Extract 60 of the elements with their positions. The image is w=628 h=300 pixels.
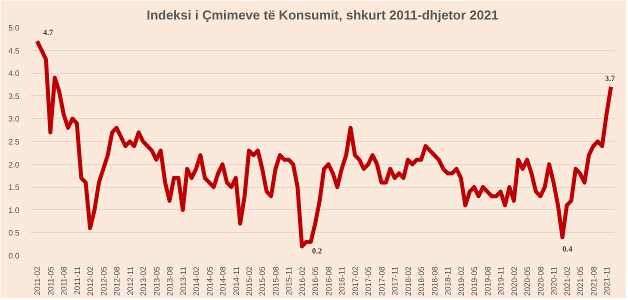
y-tick-label: 1.0 (8, 206, 20, 215)
x-tick-label: 2011-02 (33, 266, 42, 296)
y-tick-label: 0.5 (8, 228, 20, 238)
x-tick-label: 2011-08 (60, 266, 69, 296)
x-tick-label: 2014-08 (218, 266, 228, 296)
x-tick-label: 2012-08 (112, 266, 122, 296)
x-tick-label: 2014-02 (192, 266, 202, 296)
y-tick-label: 5.0 (8, 24, 20, 32)
y-tick-label: 0.0 (8, 252, 20, 260)
x-tick-label: 2011-05 (46, 266, 56, 296)
x-tick-label: 2019-02 (456, 266, 466, 296)
x-tick-label: 2015-02 (245, 266, 254, 296)
x-tick-label: 2019-05 (470, 266, 480, 296)
x-tick-label: 2020-08 (536, 266, 546, 296)
x-tick-label: 2020-05 (523, 266, 532, 296)
x-tick-label: 2017-08 (377, 266, 386, 296)
x-tick-label: 2014-05 (205, 266, 214, 296)
x-tick-label: 2017-05 (364, 266, 374, 296)
x-tick-label: 2011-11 (72, 266, 82, 295)
x-tick-label: 2018-08 (430, 266, 440, 296)
x-tick-label: 2020-11 (550, 266, 559, 296)
x-tick-label: 2017-02 (350, 266, 360, 296)
y-tick-label: 3.0 (8, 114, 20, 124)
x-tick-label: 2021-05 (576, 266, 586, 296)
data-label: 4.7 (43, 28, 54, 38)
x-tick-label: 2012-02 (86, 266, 96, 296)
x-tick-label: 2013-08 (166, 266, 175, 296)
data-label: 0.2 (312, 246, 322, 256)
x-tick-label: 2015-11 (284, 266, 294, 296)
x-tick-label: 2019-08 (483, 266, 492, 296)
x-tick-label: 2020-02 (510, 266, 519, 296)
y-tick-label: 2.5 (8, 138, 20, 146)
chart-title: Indeksi i Çmimeve të Konsumit, shkurt 2011-dhjetor 2021 (146, 8, 498, 22)
x-tick-label: 2021-11 (602, 266, 612, 296)
x-tick-label: 2019-11 (496, 266, 506, 296)
x-tick-label: 2013-11 (178, 266, 188, 296)
data-label: 3.7 (604, 74, 615, 83)
y-tick-label: 4.5 (8, 46, 20, 56)
x-tick-label: 2021-08 (589, 266, 598, 296)
x-tick-label: 2016-02 (298, 266, 307, 296)
x-tick-label: 2013-05 (152, 266, 162, 296)
x-tick-label: 2015-05 (258, 266, 268, 296)
x-tick-label: 2018-05 (417, 266, 426, 296)
y-tick-label: 4.0 (8, 69, 20, 78)
data-label: 0.4 (562, 244, 572, 254)
x-tick-label: 2016-08 (324, 266, 334, 296)
x-tick-label: 2021-02 (562, 266, 572, 296)
x-tick-label: 2014-11 (232, 266, 241, 296)
x-tick-label: 2012-05 (99, 266, 108, 296)
x-tick-label: 2016-05 (311, 266, 320, 296)
y-tick-label: 2.0 (8, 160, 20, 170)
x-tick-label: 2012-11 (126, 266, 135, 296)
x-tick-label: 2015-08 (271, 266, 280, 296)
x-tick-label: 2018-02 (404, 266, 413, 296)
x-tick-label: 2013-02 (139, 266, 148, 296)
y-tick-label: 3.5 (8, 92, 20, 101)
y-tick-label: 1.5 (8, 183, 20, 192)
x-tick-label: 2016-11 (338, 266, 347, 296)
x-tick-label: 2018-11 (444, 266, 453, 296)
x-tick-label: 2017-11 (390, 266, 400, 296)
